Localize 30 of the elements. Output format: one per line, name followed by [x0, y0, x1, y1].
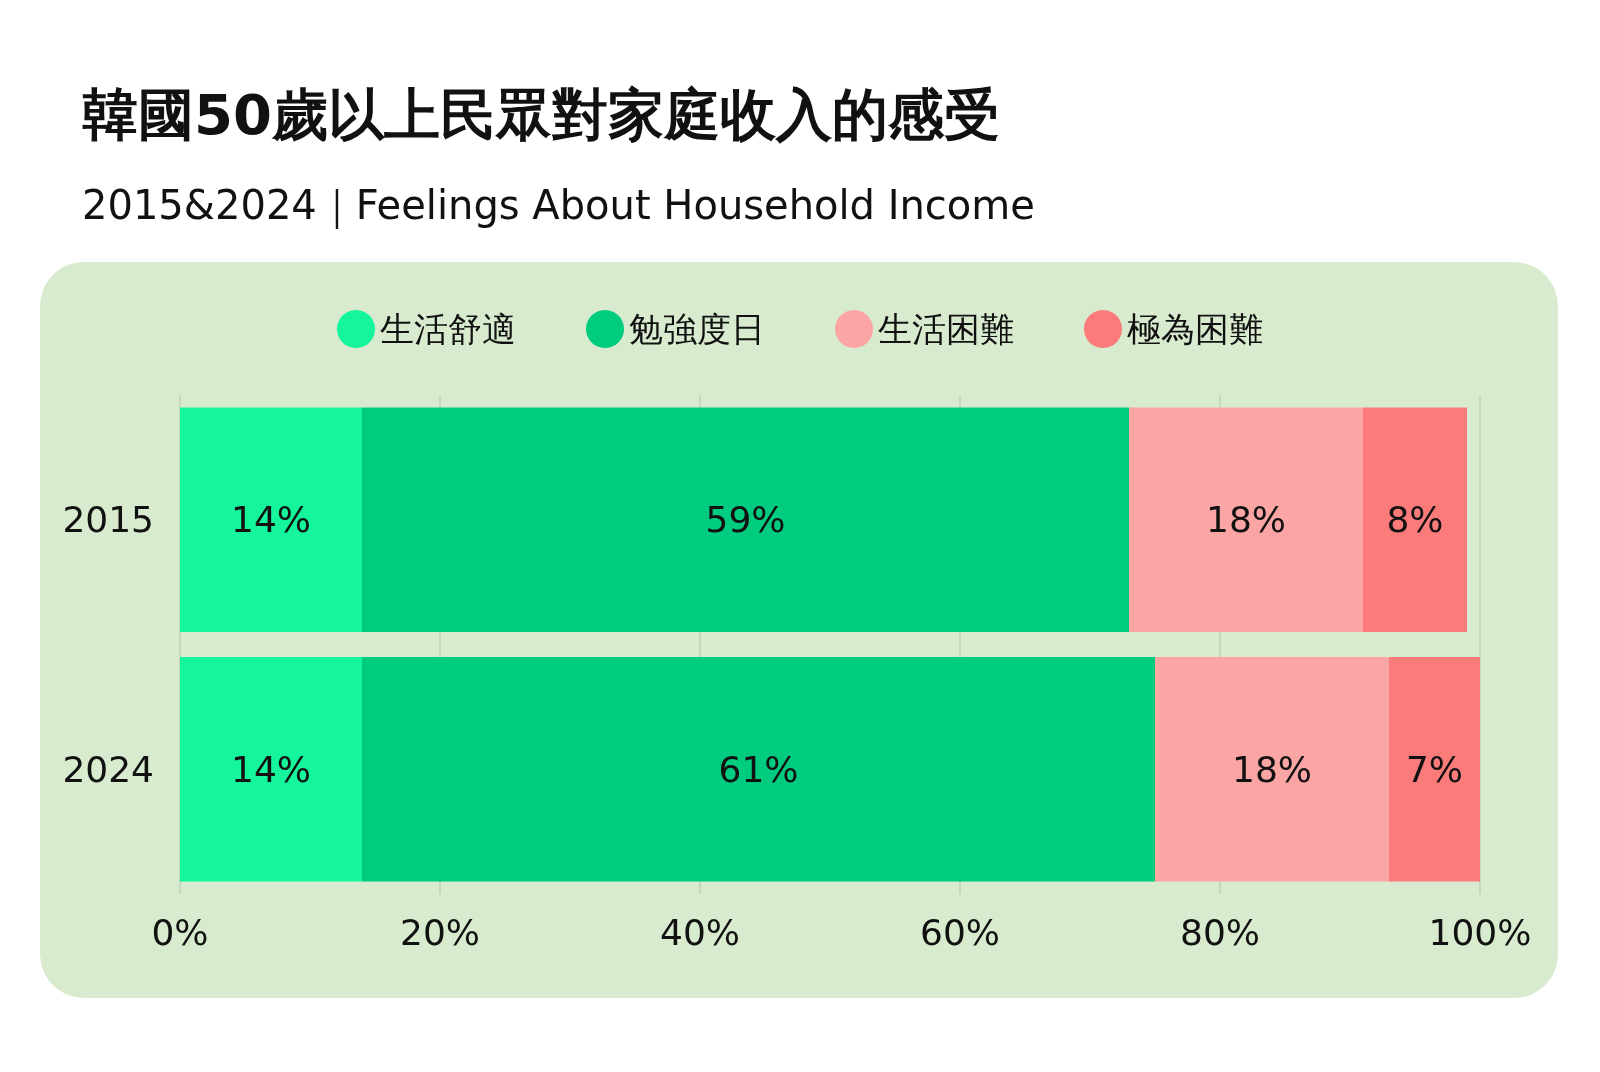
legend-label: 生活舒適	[380, 309, 516, 349]
data-label: 18%	[1205, 499, 1287, 541]
x-tick-label: 80%	[1179, 911, 1261, 953]
chart-title: 韓國50歲以上民眾對家庭收入的感受	[82, 81, 1000, 149]
data-label: 61%	[718, 748, 799, 790]
bar	[1129, 407, 1363, 633]
legend-label: 極為困難	[1127, 309, 1263, 349]
legend-label: 勉強度日	[629, 309, 765, 349]
data-label: 8%	[1386, 499, 1444, 541]
x-tick-label: 100%	[1428, 911, 1532, 953]
data-label: 7%	[1405, 748, 1464, 790]
data-label: 14%	[230, 748, 312, 790]
x-tick-label: 20%	[399, 911, 481, 953]
bar	[1155, 656, 1389, 882]
bar	[180, 407, 362, 633]
bar	[1363, 407, 1467, 633]
bar	[1389, 656, 1480, 882]
x-tick-label: 0%	[151, 911, 209, 953]
legend-label: 生活困難	[878, 309, 1014, 349]
data-label: 59%	[705, 499, 786, 541]
bar	[362, 656, 1155, 882]
y-tick-label: 2015	[62, 499, 154, 541]
chart-subtitle: 2015&2024｜Feelings About Household Income	[82, 181, 1035, 231]
x-tick-label: 40%	[659, 911, 741, 953]
bar	[180, 656, 362, 882]
data-label: 14%	[230, 499, 312, 541]
bar	[362, 407, 1129, 633]
y-tick-label: 2024	[62, 748, 154, 790]
data-label: 18%	[1231, 748, 1313, 790]
x-tick-label: 60%	[919, 911, 1001, 953]
